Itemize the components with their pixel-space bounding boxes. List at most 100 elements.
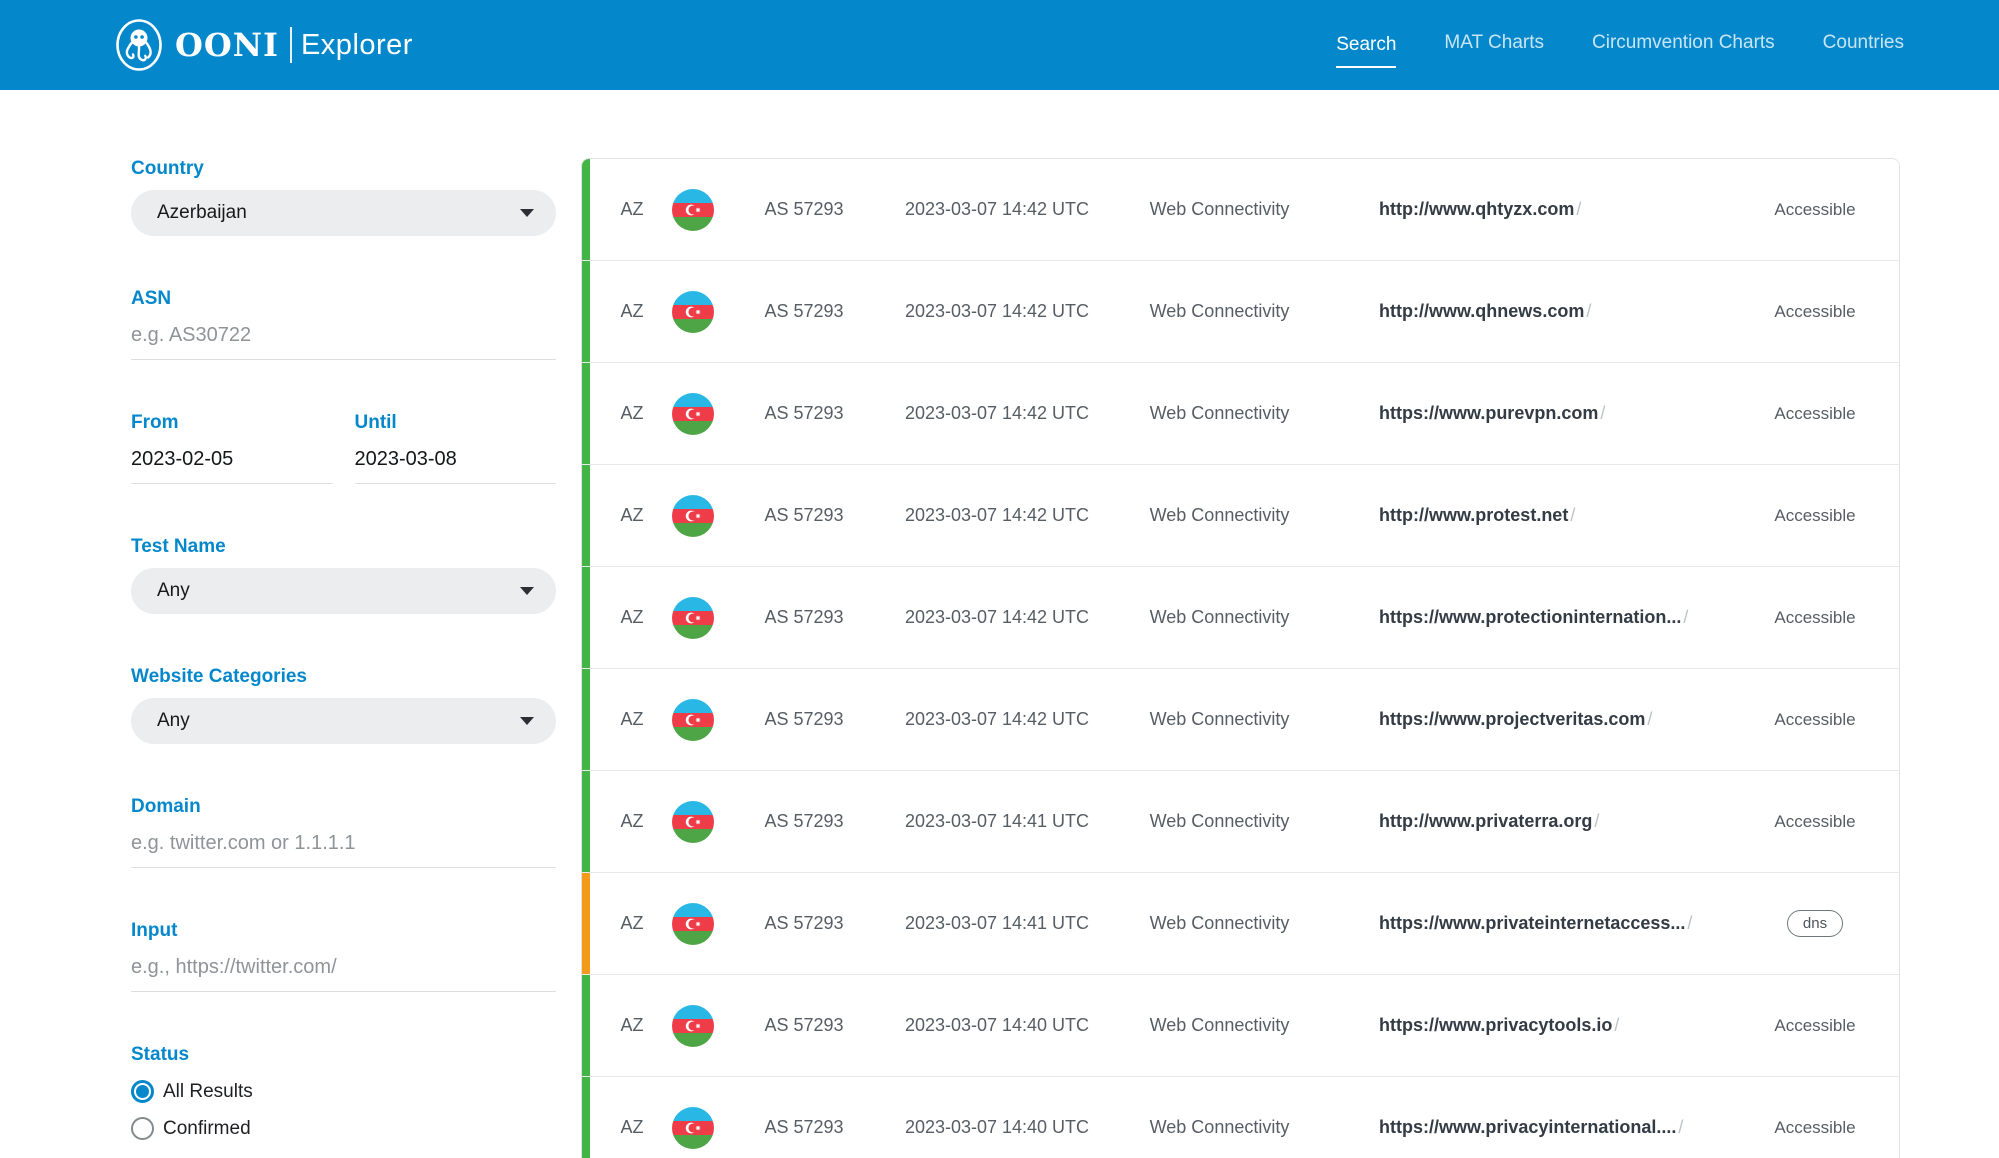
status-label: Status: [131, 1044, 190, 1065]
website-categories-select[interactable]: Any: [131, 698, 556, 744]
measurement-url: http://www.qhtyzx.com /: [1379, 199, 1582, 219]
nav-search[interactable]: Search: [1336, 34, 1397, 68]
test-name-select[interactable]: Any: [131, 568, 556, 614]
test-name: Web Connectivity: [1149, 505, 1290, 525]
timestamp: 2023-03-07 14:42 UTC: [904, 199, 1090, 219]
asn-value: AS 57293: [764, 199, 844, 219]
timestamp: 2023-03-07 14:42 UTC: [904, 505, 1090, 525]
status-cell: Accessible Accessible: [1731, 302, 1899, 322]
status-cell: Accessible Accessible: [1731, 1118, 1899, 1138]
filter-country: Country Azerbaijan: [131, 158, 556, 236]
azerbaijan-flag-icon: [672, 698, 714, 741]
test-name: Web Connectivity: [1149, 1117, 1290, 1137]
azerbaijan-flag-icon: [672, 290, 714, 333]
measurement-row[interactable]: AZ AS 57293 202: [582, 771, 1899, 873]
status-cell: Accessible Accessible: [1731, 812, 1899, 832]
flag-cell: [656, 290, 730, 333]
azerbaijan-flag-icon: [672, 392, 714, 435]
filter-status: Status All Results Confirmed: [131, 1044, 556, 1140]
measurement-row[interactable]: AZ AS 57293 202: [582, 567, 1899, 669]
nav-countries[interactable]: Countries: [1822, 32, 1904, 53]
status-cell: Accessible Accessible: [1731, 200, 1899, 220]
country-code: AZ: [620, 199, 644, 219]
measurement-row[interactable]: AZ AS 57293 202: [582, 261, 1899, 363]
domain-input[interactable]: [131, 826, 556, 868]
chevron-down-icon: [520, 587, 534, 595]
brand-divider: [289, 27, 292, 63]
main-nav: Search MAT Charts Circumvention Charts C…: [1336, 32, 1904, 68]
country-code: AZ: [620, 811, 644, 831]
status-text: Accessible: [1774, 1117, 1856, 1137]
measurement-row[interactable]: AZ AS 57293 202: [582, 159, 1899, 261]
test-name: Web Connectivity: [1149, 811, 1290, 831]
nav-mat-charts[interactable]: MAT Charts: [1444, 32, 1544, 53]
status-option-confirmed[interactable]: Confirmed: [131, 1117, 556, 1140]
asn-value: AS 57293: [764, 709, 844, 729]
timestamp: 2023-03-07 14:42 UTC: [904, 607, 1090, 627]
asn-value: AS 57293: [764, 403, 844, 423]
filter-domain: Domain: [131, 796, 556, 868]
azerbaijan-flag-icon: [672, 1004, 714, 1047]
asn-value: AS 57293: [764, 301, 844, 321]
status-text: Accessible: [1774, 811, 1856, 831]
test-name: Web Connectivity: [1149, 1015, 1290, 1035]
website-categories-select-value: Any: [157, 710, 190, 731]
from-date-input[interactable]: [131, 442, 333, 484]
status-option-all-results[interactable]: All Results: [131, 1080, 556, 1103]
flag-cell: [656, 494, 730, 537]
status-text: Accessible: [1774, 403, 1856, 423]
country-code: AZ: [620, 709, 644, 729]
flag-cell: [656, 800, 730, 843]
measurement-url: http://www.protest.net /: [1379, 505, 1576, 525]
filter-website-categories: Website Categories Any: [131, 666, 556, 744]
measurement-row[interactable]: AZ AS 57293 202: [582, 465, 1899, 567]
brand-logo[interactable]: OONI Explorer: [115, 18, 413, 72]
input-input[interactable]: [131, 950, 556, 992]
measurement-row[interactable]: AZ AS 57293 202: [582, 1077, 1899, 1158]
measurement-url: https://www.protectioninternation... /: [1379, 607, 1689, 627]
flag-cell: [656, 392, 730, 435]
measurement-row[interactable]: AZ AS 57293 202: [582, 669, 1899, 771]
timestamp: 2023-03-07 14:41 UTC: [904, 811, 1090, 831]
country-label: Country: [131, 158, 204, 179]
country-code: AZ: [620, 301, 644, 321]
test-name: Web Connectivity: [1149, 709, 1290, 729]
filter-dates: From Until: [131, 412, 556, 484]
flag-cell: [656, 188, 730, 231]
flag-cell: [656, 902, 730, 945]
asn-input[interactable]: [131, 318, 556, 360]
azerbaijan-flag-icon: [672, 1106, 714, 1149]
brand-name: OONI: [175, 26, 279, 64]
asn-label: ASN: [131, 288, 172, 309]
measurement-url: https://www.privacytools.io /: [1379, 1015, 1620, 1035]
country-code: AZ: [620, 913, 644, 933]
timestamp: 2023-03-07 14:42 UTC: [904, 403, 1090, 423]
country-select[interactable]: Azerbaijan: [131, 190, 556, 236]
azerbaijan-flag-icon: [672, 902, 714, 945]
measurement-row[interactable]: AZ AS 57293 202: [582, 873, 1899, 975]
measurement-url: https://www.projectveritas.com /: [1379, 709, 1653, 729]
status-cell: Accessible Accessible: [1731, 506, 1899, 526]
flag-cell: [656, 596, 730, 639]
measurement-row[interactable]: AZ AS 57293 202: [582, 363, 1899, 465]
test-name-select-value: Any: [157, 580, 190, 601]
until-date-input[interactable]: [354, 442, 556, 484]
status-cell: Accessible Accessible: [1731, 608, 1899, 628]
country-code: AZ: [620, 403, 644, 423]
status-text: Accessible: [1774, 505, 1856, 525]
country-code: AZ: [620, 1015, 644, 1035]
chevron-down-icon: [520, 209, 534, 217]
asn-value: AS 57293: [764, 1015, 844, 1035]
timestamp: 2023-03-07 14:42 UTC: [904, 301, 1090, 321]
status-cell: Accessible Accessible: [1731, 710, 1899, 730]
status-text: Accessible: [1774, 1015, 1856, 1035]
anomaly-badge: dns: [1786, 910, 1844, 937]
nav-circumvention-charts[interactable]: Circumvention Charts: [1592, 32, 1775, 53]
status-text: Accessible: [1774, 607, 1856, 627]
test-name: Web Connectivity: [1149, 403, 1290, 423]
asn-value: AS 57293: [764, 913, 844, 933]
website-categories-label: Website Categories: [131, 666, 307, 687]
measurement-row[interactable]: AZ AS 57293 202: [582, 975, 1899, 1077]
asn-value: AS 57293: [764, 505, 844, 525]
status-text: Accessible: [1774, 709, 1856, 729]
